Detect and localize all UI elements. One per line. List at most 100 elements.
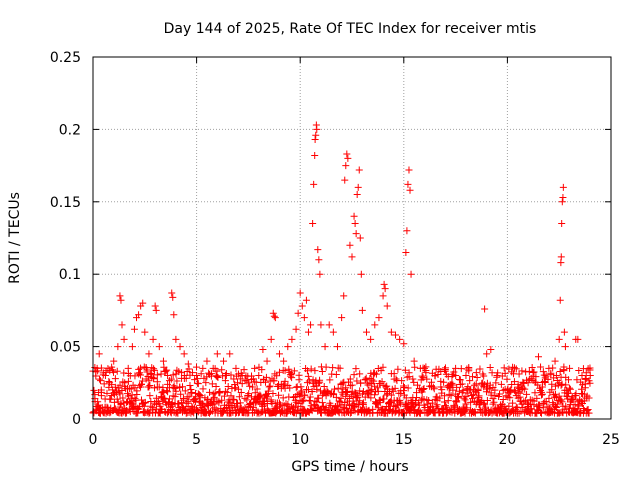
data-point (441, 367, 449, 375)
data-point (410, 357, 418, 365)
data-point (145, 350, 153, 358)
data-point (400, 340, 408, 348)
data-point (375, 314, 383, 322)
data-point-noise (318, 399, 326, 407)
data-point-noise (262, 373, 270, 381)
data-point-noise (223, 388, 231, 396)
data-point-noise (107, 395, 115, 403)
data-point-noise (379, 363, 387, 371)
data-point-noise (287, 370, 295, 378)
data-point-noise (162, 367, 170, 375)
data-point-noise (470, 381, 478, 389)
data-point-noise (404, 384, 412, 392)
data-point (172, 335, 180, 343)
data-point (199, 364, 207, 372)
data-point-noise (155, 383, 163, 391)
data-point (534, 353, 542, 361)
data-point-noise (438, 386, 446, 394)
data-point-noise (177, 390, 185, 398)
data-point (514, 383, 522, 391)
data-point (284, 343, 292, 351)
data-point (344, 154, 352, 162)
data-point-noise (164, 380, 172, 388)
data-point (288, 335, 296, 343)
data-point-noise (566, 385, 574, 393)
data-point-noise (267, 396, 275, 404)
data-point-noise (418, 372, 426, 380)
data-point-noise (371, 391, 379, 399)
data-point (481, 305, 489, 313)
data-point-noise (251, 389, 259, 397)
data-point (321, 343, 329, 351)
data-point-noise (373, 384, 381, 392)
data-point-noise (202, 379, 210, 387)
data-point-noise (292, 383, 300, 391)
data-point-noise (465, 367, 473, 375)
data-point (421, 364, 429, 372)
data-point-noise (537, 363, 545, 371)
data-point-noise (586, 364, 594, 372)
data-point (524, 379, 532, 387)
data-point (155, 343, 163, 351)
data-point-noise (562, 381, 570, 389)
data-point-noise (423, 375, 431, 383)
data-point (342, 162, 350, 170)
data-point-noise (572, 392, 580, 400)
data-point (97, 386, 105, 394)
data-point-noise (398, 377, 406, 385)
data-point-noise (568, 395, 576, 403)
data-point-noise (444, 397, 452, 405)
data-point-noise (131, 372, 139, 380)
data-point (381, 285, 389, 293)
data-point-noise (523, 390, 531, 398)
data-point-noise (466, 377, 474, 385)
data-point-noise (387, 391, 395, 399)
data-point (304, 328, 312, 336)
data-point (357, 270, 365, 278)
data-point-noise (555, 392, 563, 400)
data-point (472, 369, 480, 377)
data-point (561, 343, 569, 351)
data-point (555, 335, 563, 343)
data-point-noise (192, 363, 200, 371)
data-point-noise (194, 380, 202, 388)
data-point (141, 328, 149, 336)
data-point-noise (510, 378, 518, 386)
data-point-noise (131, 395, 139, 403)
data-point-noise (345, 395, 353, 403)
data-point (493, 372, 501, 380)
data-point (487, 345, 495, 353)
data-point-noise (458, 380, 466, 388)
data-point-noise (509, 399, 517, 407)
data-point-noise (275, 391, 283, 399)
data-point (114, 343, 122, 351)
data-point-noise (181, 387, 189, 395)
chart-title: Day 144 of 2025, Rate Of TEC Index for r… (164, 21, 537, 37)
data-point-noise (113, 367, 121, 375)
data-point (213, 350, 221, 358)
data-point-noise (197, 370, 205, 378)
data-point-noise (208, 380, 216, 388)
data-point-noise (361, 393, 369, 401)
data-point (110, 357, 118, 365)
data-point-noise (562, 402, 570, 410)
data-point-noise (372, 370, 380, 378)
data-point-noise (150, 374, 158, 382)
data-point-noise (96, 375, 104, 383)
data-point (343, 150, 351, 158)
data-point-noise (474, 393, 482, 401)
data-point-noise (308, 388, 316, 396)
data-point (403, 227, 411, 235)
data-point-noise (569, 396, 577, 404)
data-point-noise (525, 367, 533, 375)
data-point-noise (297, 389, 305, 397)
data-point-noise (221, 377, 229, 385)
data-point (483, 350, 491, 358)
data-point-noise (127, 385, 135, 393)
data-point-noise (536, 404, 544, 412)
data-point-noise (538, 390, 546, 398)
data-point-noise (480, 372, 488, 380)
data-point-noise (120, 369, 128, 377)
data-point (503, 386, 511, 394)
data-point-noise (195, 393, 203, 401)
